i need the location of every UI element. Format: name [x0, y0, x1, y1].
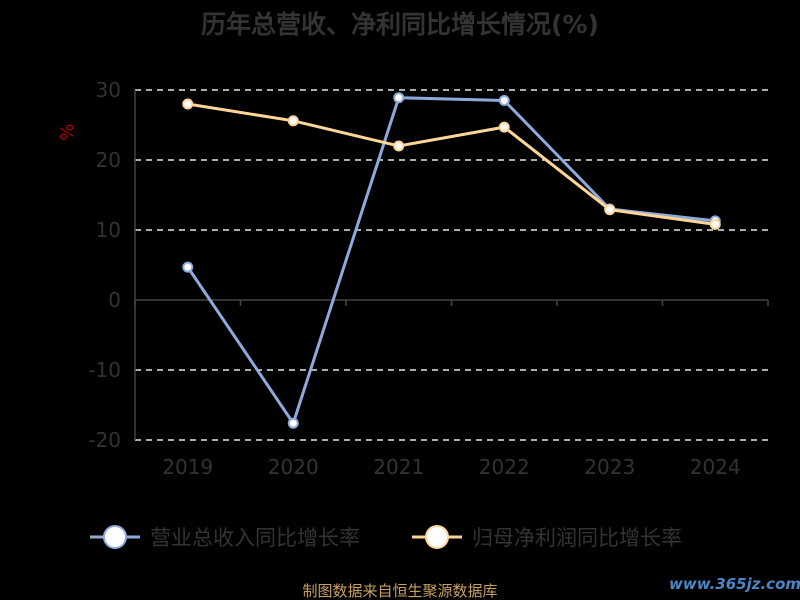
y-tick-label: 0: [108, 288, 121, 312]
x-tick-label: 2024: [690, 455, 741, 479]
data-point[interactable]: [498, 121, 510, 133]
y-tick-labels: 30 20 10 0 -10 -20: [88, 78, 121, 452]
y-tick-label: 30: [96, 78, 121, 102]
data-point[interactable]: [604, 204, 616, 216]
x-tick-label: 2022: [479, 455, 530, 479]
legend-label[interactable]: 营业总收入同比增长率: [150, 526, 360, 550]
y-tick-label: 20: [96, 148, 121, 172]
data-point[interactable]: [393, 140, 405, 152]
legend-marker: [425, 525, 449, 549]
data-point[interactable]: [182, 98, 194, 110]
data-point[interactable]: [709, 218, 721, 230]
series-line-2: [187, 102, 716, 226]
x-tick-label: 2023: [584, 455, 635, 479]
legend[interactable]: 营业总收入同比增长率 归母净利润同比增长率: [90, 525, 682, 550]
axes: [134, 90, 769, 440]
data-point[interactable]: [393, 92, 405, 104]
watermark: www.365jz.com: [669, 575, 800, 593]
y-tick-label: -10: [88, 358, 121, 382]
source-note: 制图数据来自恒生聚源数据库: [302, 582, 497, 600]
data-point[interactable]: [287, 417, 299, 429]
y-tick-label: 10: [96, 218, 121, 242]
x-tick-labels: 2019 2020 2021 2022 2023 2024: [162, 455, 740, 479]
data-point[interactable]: [498, 95, 510, 106]
series-group: [182, 92, 721, 429]
grid-lines: [135, 89, 768, 441]
chart-title: 历年总营收、净利同比增长情况(%): [201, 10, 599, 39]
x-tick-label: 2021: [373, 455, 424, 479]
legend-marker: [103, 525, 127, 549]
series-line-1: [186, 96, 716, 427]
x-tick-label: 2020: [268, 455, 319, 479]
x-tick-label: 2019: [162, 455, 213, 479]
data-point[interactable]: [182, 261, 194, 273]
legend-label[interactable]: 归母净利润同比增长率: [472, 526, 682, 550]
y-tick-label: -20: [88, 428, 121, 452]
y-axis-label: %: [57, 123, 78, 140]
data-point[interactable]: [287, 115, 299, 127]
